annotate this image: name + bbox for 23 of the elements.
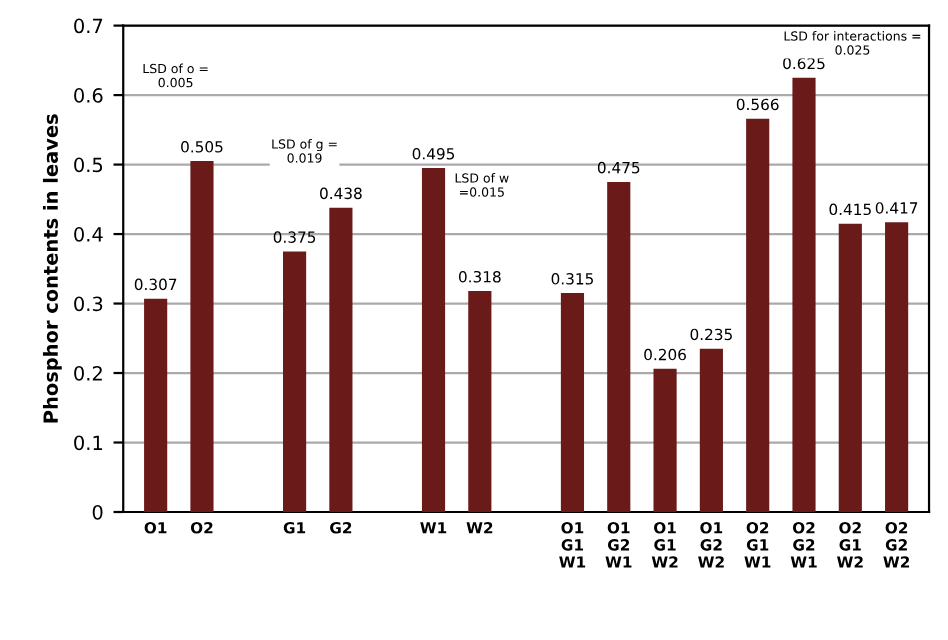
bar <box>885 222 909 512</box>
bar <box>468 291 492 512</box>
bar <box>699 348 723 512</box>
bar <box>838 223 862 512</box>
bar <box>746 118 770 512</box>
y-tick-label: 0.2 <box>74 365 102 381</box>
bar <box>653 368 677 512</box>
bar <box>560 293 585 512</box>
y-axis-title: Phosphor contents in leaves <box>42 114 62 423</box>
bar <box>329 207 353 512</box>
bar <box>144 298 168 512</box>
bar <box>283 251 307 512</box>
bar <box>607 181 631 512</box>
bar <box>190 161 214 512</box>
y-tick-label: 0.6 <box>74 88 103 103</box>
y-tick-label: 0.5 <box>74 157 103 173</box>
y-tick-label: 0.3 <box>74 296 103 312</box>
bar <box>421 168 446 512</box>
y-tick-label: 0 <box>92 504 103 520</box>
y-tick-label: 0.1 <box>74 435 102 451</box>
y-tick-label: 0.7 <box>74 18 103 34</box>
y-tick-label: 0.4 <box>74 227 103 242</box>
bar <box>792 77 816 512</box>
